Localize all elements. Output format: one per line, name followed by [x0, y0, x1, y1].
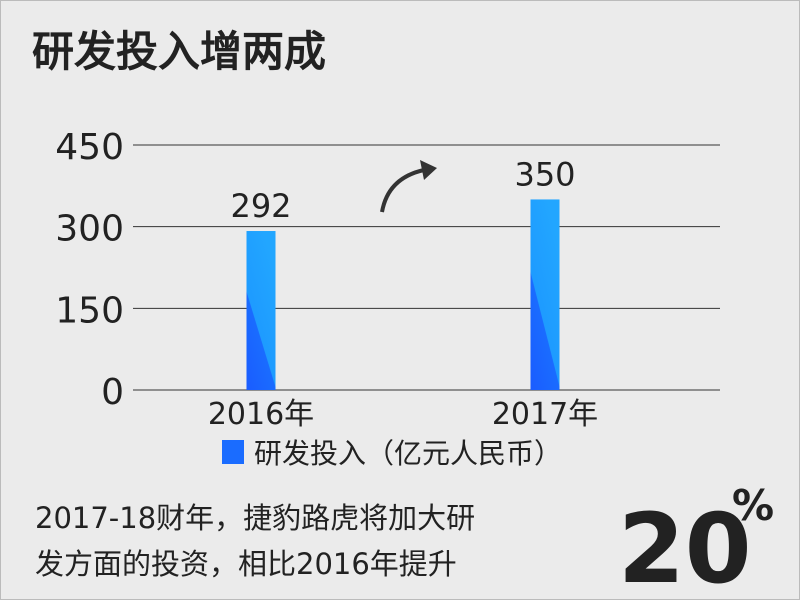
y-tick-label: 450 [55, 127, 124, 168]
y-tick-label: 0 [101, 372, 124, 413]
bar [530, 199, 560, 390]
value-label: 292 [230, 187, 291, 225]
arrow [380, 168, 425, 213]
caption-line: 2017-18财年，捷豹路虎将加大研 [35, 501, 475, 535]
value-label: 350 [514, 155, 575, 193]
chart-title: 研发投入增两成 [32, 27, 326, 76]
y-tick-label: 150 [55, 290, 124, 331]
highlight-number: 20 [618, 493, 752, 600]
highlight-unit: % [732, 481, 774, 530]
arrow-head [420, 160, 437, 180]
y-tick-label: 300 [55, 209, 124, 250]
legend-label: 研发投入（亿元人民币） [254, 437, 562, 470]
caption-line: 发方面的投资，相比2016年提升 [35, 547, 457, 581]
x-tick-label: 2016年 [208, 397, 314, 432]
legend-swatch [222, 440, 244, 464]
x-tick-label: 2017年 [492, 397, 598, 432]
bar [246, 231, 276, 390]
